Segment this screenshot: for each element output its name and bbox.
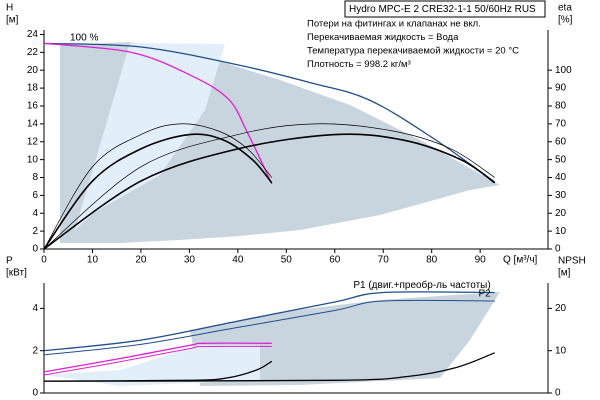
y-tick-label: 16 xyxy=(27,101,39,112)
x-tick-label: 60 xyxy=(329,255,341,266)
x-tick-label: 20 xyxy=(135,255,147,266)
curve xyxy=(43,123,273,250)
y-axis-label: [м] xyxy=(6,15,19,26)
y2-axis-label: eta xyxy=(558,3,572,14)
y-tick-label: 4 xyxy=(32,303,38,314)
y-tick-label: 6 xyxy=(32,190,38,201)
y2-axis-label: [м] xyxy=(558,268,571,279)
shading xyxy=(44,42,500,386)
y-axis-label: P xyxy=(6,256,13,267)
y2-tick-label: 10 xyxy=(555,345,567,356)
legend-label: P2 xyxy=(478,289,491,300)
y2-tick-label: 100 xyxy=(555,65,572,76)
curve xyxy=(43,42,273,185)
y2-tick-label: 50 xyxy=(555,154,567,165)
y-tick-label: 12 xyxy=(27,136,39,147)
x-tick-label: 80 xyxy=(426,255,438,266)
y-tick-label: 2 xyxy=(32,226,38,237)
power-range-area xyxy=(44,345,260,386)
y2-tick-label: 20 xyxy=(555,208,567,219)
y2-tick-label: 70 xyxy=(555,118,567,129)
curve xyxy=(43,133,496,250)
y2-tick-label: 20 xyxy=(555,303,567,314)
y2-tick-label: 10 xyxy=(555,226,567,237)
x-tick-label: 40 xyxy=(232,255,244,266)
curve-label: 100 % xyxy=(70,33,98,44)
y-tick-label: 14 xyxy=(27,118,39,129)
x-tick-label: 0 xyxy=(41,255,47,266)
y2-tick-label: 80 xyxy=(555,101,567,112)
y-axis-label: [кВт] xyxy=(6,268,27,279)
curve xyxy=(43,123,495,250)
y-tick-label: 0 xyxy=(32,388,38,399)
y2-tick-label: 90 xyxy=(555,83,567,94)
x-tick-label: 70 xyxy=(378,255,390,266)
range-area xyxy=(75,43,225,230)
x-axis-label: Q [м³/ч] xyxy=(503,255,538,266)
y2-tick-label: 40 xyxy=(555,172,567,183)
annotation: Температура перекачиваемой жидкости = 20… xyxy=(307,46,519,57)
x-tick-label: 10 xyxy=(87,255,99,266)
curve xyxy=(43,299,495,356)
y-tick-label: 2 xyxy=(32,345,38,356)
curve xyxy=(43,291,495,352)
annotation: Потери на фитингах и клапанах не вкл. xyxy=(307,19,481,30)
y-tick-label: 4 xyxy=(32,208,38,219)
y-tick-label: 22 xyxy=(27,47,39,58)
header-box xyxy=(344,0,546,18)
curve xyxy=(43,345,272,376)
y2-tick-label: 30 xyxy=(555,190,567,201)
y2-tick-label: 0 xyxy=(555,244,561,255)
y-axis-label: H xyxy=(6,3,13,14)
y-tick-label: 18 xyxy=(27,83,39,94)
y2-tick-label: 0 xyxy=(555,388,561,399)
y2-tick-label: 60 xyxy=(555,136,567,147)
x-tick-label: 30 xyxy=(184,255,196,266)
y2-axis-label: [%] xyxy=(558,15,573,26)
annotation: Плотность = 998.2 кг/м³ xyxy=(307,59,411,70)
curve xyxy=(43,342,272,373)
x-tick-label: 90 xyxy=(475,255,487,266)
curve xyxy=(43,352,495,382)
y-tick-label: 10 xyxy=(27,154,39,165)
y2-axis-label: NPSH xyxy=(558,256,586,267)
y-tick-label: 0 xyxy=(32,244,38,255)
header: Hydro MPC-E 2 CRE32-1-1 50/60Hz RUS xyxy=(349,4,536,15)
y-tick-label: 24 xyxy=(27,29,39,40)
y-tick-label: 8 xyxy=(32,172,38,183)
annotation: Перекачиваемая жидкость = Вода xyxy=(307,32,459,43)
y-tick-label: 20 xyxy=(27,65,39,76)
legend-label: P1 (двиг.+преобр-ль частоты) xyxy=(353,279,490,291)
curve xyxy=(43,133,273,250)
curve xyxy=(43,42,496,183)
x-tick-label: 50 xyxy=(281,255,293,266)
